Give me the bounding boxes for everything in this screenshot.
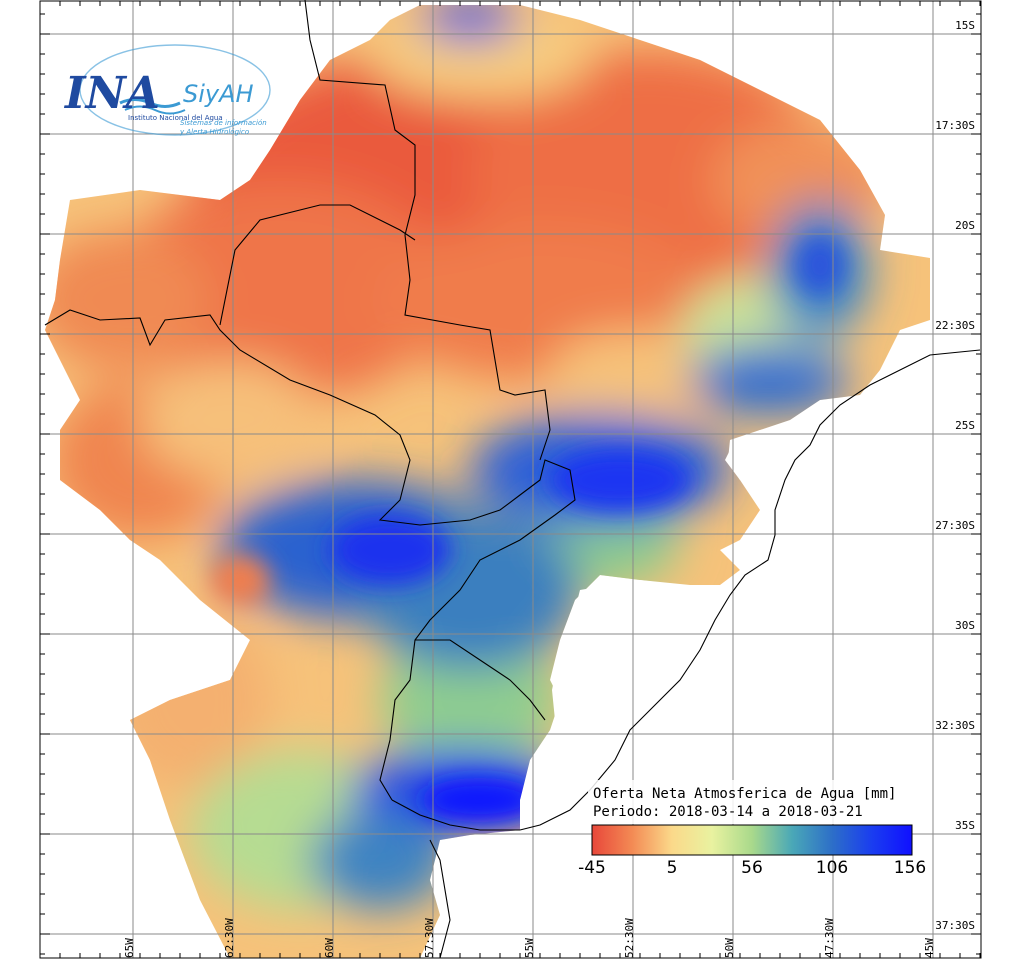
logo-swoosh	[79, 44, 271, 136]
legend-gradient	[592, 825, 912, 855]
axis-ticks	[39, 1, 981, 958]
longitude-labels: 65W 62:30W 60W 57:30W 55W 52:30W 50W 47:…	[123, 918, 936, 958]
logo-wave-icon-2	[124, 105, 186, 115]
latitude-labels: 15S 17:30S 20S 22:30S 25S 27:30S 30S 32:…	[935, 19, 975, 932]
legend-tick-max: 156	[894, 858, 926, 878]
logo-ina-text: INA	[63, 68, 160, 119]
logo-institute-text: Instituto Nacional del Agua	[128, 114, 223, 122]
lon-label-55w: 55W	[523, 938, 536, 958]
legend-bar-frame	[591, 824, 913, 856]
lat-label-32-30s: 32:30S	[935, 719, 975, 732]
lat-label-15s: 15S	[955, 19, 975, 32]
legend-period: Periodo: 2018-03-14 a 2018-03-21	[593, 804, 863, 820]
legend-tick-4: 106	[816, 858, 848, 878]
lat-label-20s: 20S	[955, 219, 975, 232]
lon-label-60w: 60W	[323, 938, 336, 958]
logo-siyah-text: SiyAH	[183, 80, 254, 108]
logo-wave-icon	[119, 98, 181, 108]
lon-label-52-30w: 52:30W	[623, 918, 636, 958]
lat-label-22-30s: 22:30S	[935, 319, 975, 332]
lon-label-50w: 50W	[723, 938, 736, 958]
ocean-mask	[520, 430, 775, 830]
lat-label-30s: 30S	[955, 619, 975, 632]
logo-system-line1: Sistemas de información	[180, 119, 267, 127]
legend-background	[588, 780, 924, 824]
lat-label-25s: 25S	[955, 419, 975, 432]
legend-tick-min: -45	[578, 858, 606, 878]
legend-title: Oferta Neta Atmosferica de Agua [mm]	[593, 786, 896, 802]
logo-system-line2: y Alerta Hidrológico	[179, 128, 249, 136]
legend: Oferta Neta Atmosferica de Agua [mm] Per…	[578, 780, 926, 878]
lon-label-65w: 65W	[123, 938, 136, 958]
lon-label-57-30w: 57:30W	[423, 918, 436, 958]
lat-label-27-30s: 27:30S	[935, 519, 975, 532]
political-boundaries	[44, 0, 981, 959]
ina-siyah-logo: INA SiyAH Instituto Nacional del Agua Si…	[63, 44, 271, 136]
lat-label-35s: 35S	[955, 819, 975, 832]
map-frame	[39, 0, 982, 959]
legend-tick-2: 5	[667, 858, 678, 878]
lat-label-37-30s: 37:30S	[935, 919, 975, 932]
legend-colorbar	[592, 825, 912, 855]
legend-tick-3: 56	[741, 858, 763, 878]
lon-label-62-30w: 62:30W	[223, 918, 236, 958]
lon-label-45w: 45W	[923, 938, 936, 958]
lon-label-47-30w: 47:30W	[823, 918, 836, 958]
lat-label-17-30s: 17:30S	[935, 119, 975, 132]
